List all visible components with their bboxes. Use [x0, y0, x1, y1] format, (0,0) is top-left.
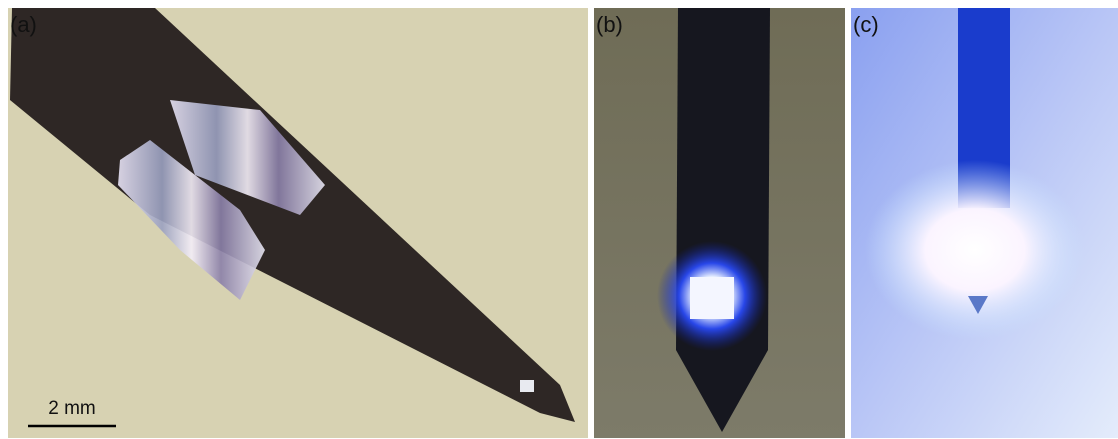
panel-label: (b): [596, 12, 623, 37]
probe: [676, 8, 770, 432]
led: [690, 277, 734, 319]
light-glow: [865, 160, 1085, 340]
panel-a: (a) 2 mm: [8, 8, 588, 438]
scale-bar-label: 2 mm: [48, 398, 96, 419]
panel-b: (b): [594, 8, 845, 438]
led-site: [520, 380, 534, 392]
page: (a) 2 mm (b) (c) (() => { const data = J…: [0, 0, 1118, 439]
figure: (a) 2 mm (b) (c): [0, 0, 1118, 439]
panel-c: (c): [851, 8, 1118, 438]
panel-label: (a): [10, 12, 37, 37]
panel-label: (c): [853, 12, 879, 37]
